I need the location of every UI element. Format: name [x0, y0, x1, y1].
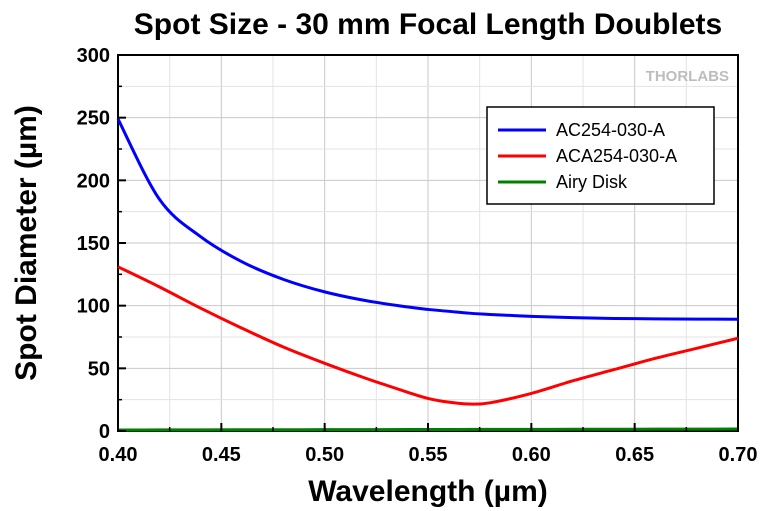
- x-tick-label: 0.50: [305, 444, 344, 466]
- y-axis-title: Spot Diameter (µm): [10, 105, 43, 381]
- x-tick-label: 0.40: [99, 444, 138, 466]
- legend: AC254-030-A ACA254-030-A Airy Disk: [486, 106, 715, 205]
- legend-label-aca254-030-a: ACA254-030-A: [556, 146, 677, 166]
- y-tick-label: 100: [77, 296, 110, 318]
- y-tick-label: 300: [77, 45, 110, 67]
- x-tick-label: 0.45: [202, 444, 241, 466]
- chart-title: Spot Size - 30 mm Focal Length Doublets: [134, 8, 722, 41]
- legend-label-ac254-030-a: AC254-030-A: [556, 120, 665, 140]
- y-tick-label: 0: [99, 421, 110, 443]
- legend-label-airy-disk: Airy Disk: [556, 172, 628, 192]
- x-tick-labels: 0.40 0.45 0.50 0.55 0.60 0.65 0.70: [99, 444, 758, 466]
- thorlabs-logo: THORLABS: [646, 68, 729, 85]
- series-line-aca254-030-a: [117, 265, 739, 406]
- y-tick-label: 150: [77, 233, 110, 255]
- x-tick-label: 0.65: [615, 444, 654, 466]
- x-tick-label: 0.70: [719, 444, 758, 466]
- y-tick-label: 50: [88, 358, 110, 380]
- series-lines: [116, 118, 739, 432]
- series-line-ac254-030-a: [116, 118, 739, 321]
- series-line-airy-disk: [117, 427, 739, 432]
- x-axis-title: Wavelength (µm): [308, 475, 548, 508]
- x-tick-label: 0.60: [512, 444, 551, 466]
- y-tick-label: 250: [77, 108, 110, 130]
- y-tick-label: 200: [77, 170, 110, 192]
- x-tick-label: 0.55: [409, 444, 448, 466]
- axis-ticks: [117, 54, 739, 432]
- y-tick-labels: 0 50 100 150 200 250 300: [77, 45, 110, 443]
